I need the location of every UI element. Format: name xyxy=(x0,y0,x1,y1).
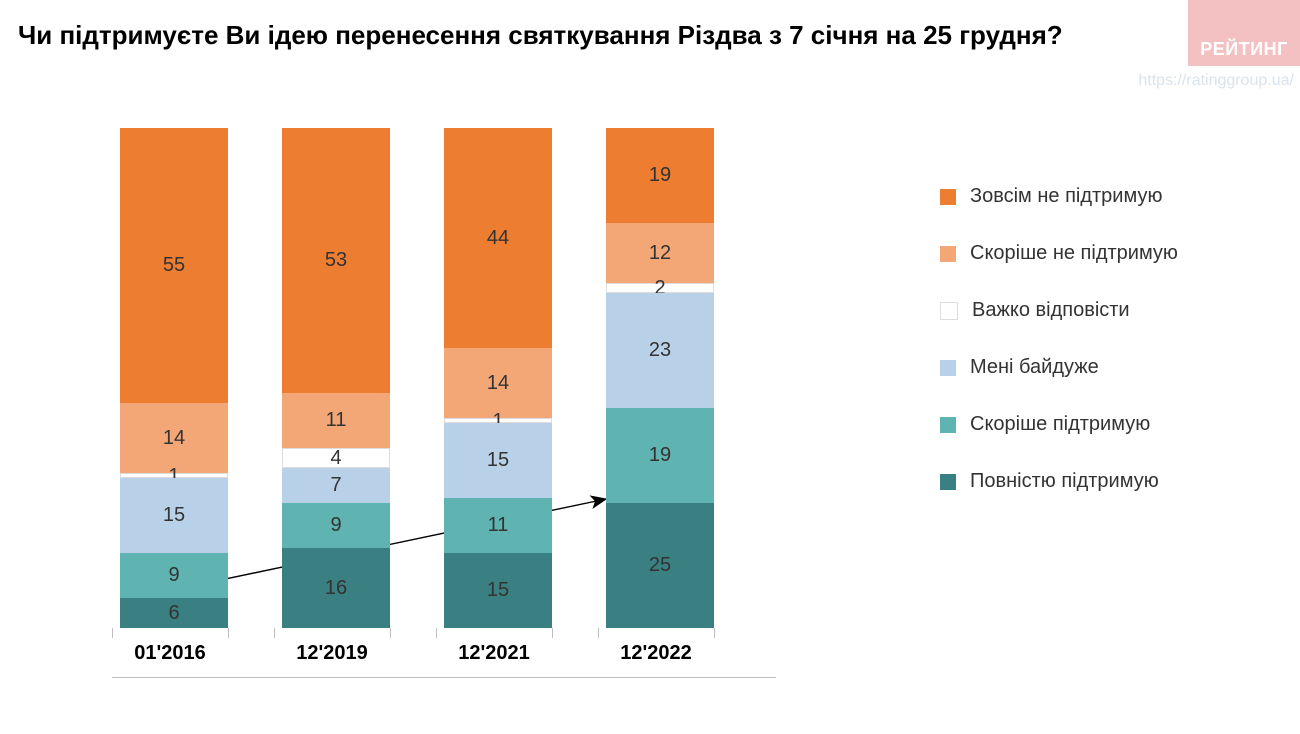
bar-column: 19 12 2 xyxy=(606,128,714,628)
legend-label: Зовсім не підтримую xyxy=(970,185,1162,208)
legend-label: Скоріше не підтримую xyxy=(970,242,1178,265)
legend-label: Важко відповісти xyxy=(972,299,1130,322)
x-axis-label: 12'2022 xyxy=(581,642,731,665)
bar-segment-hard_to_say: 4 xyxy=(282,448,390,468)
x-axis: 01'201612'201912'202112'2022 xyxy=(116,628,772,678)
legend-item: Мені байдуже xyxy=(940,356,1240,379)
legend-item: Повністю підтримую xyxy=(940,470,1240,493)
legend-swatch xyxy=(940,246,956,262)
x-axis-label: 01'2016 xyxy=(95,642,245,665)
bar-segment-fully_support: 16 xyxy=(282,548,390,628)
segment-value: 14 xyxy=(487,372,509,395)
segment-value: 11 xyxy=(488,514,509,537)
bar-segment-indifferent: 15 xyxy=(444,423,552,498)
legend-label: Скоріше підтримую xyxy=(970,413,1150,436)
legend-item: Важко відповісти xyxy=(940,299,1240,322)
bar-segment-hard_to_say: 2 xyxy=(606,283,714,293)
bar-segment-not_support: 53 xyxy=(282,128,390,393)
segment-value: 23 xyxy=(649,339,671,362)
bar-segment-rather_not_support: 14 xyxy=(444,348,552,418)
legend-swatch xyxy=(940,417,956,433)
axis-tick xyxy=(274,628,275,638)
segment-value: 19 xyxy=(649,444,671,467)
x-axis-label: 12'2019 xyxy=(257,642,407,665)
axis-tick xyxy=(390,628,391,638)
bar-segment-rather_support: 11 xyxy=(444,498,552,553)
legend: Зовсім не підтримую Скоріше не підтримую… xyxy=(940,185,1240,527)
bar-column: 55 14 1 xyxy=(120,128,228,628)
bar-segment-indifferent: 15 xyxy=(120,478,228,553)
segment-value: 9 xyxy=(330,514,341,537)
legend-item: Скоріше не підтримую xyxy=(940,242,1240,265)
bar-segment-indifferent: 7 xyxy=(282,468,390,503)
axis-tick xyxy=(112,628,113,638)
segment-value: 15 xyxy=(487,449,509,472)
legend-label: Мені байдуже xyxy=(970,356,1099,379)
segment-value: 11 xyxy=(326,409,347,432)
bar-column: 44 14 1 xyxy=(444,128,552,628)
x-axis-label: 12'2021 xyxy=(419,642,569,665)
segment-value: 12 xyxy=(649,242,671,265)
axis-tick xyxy=(436,628,437,638)
bar-segment-fully_support: 6 xyxy=(120,598,228,628)
axis-tick xyxy=(552,628,553,638)
segment-value: 14 xyxy=(163,427,185,450)
segment-value: 7 xyxy=(330,474,341,497)
bar-segment-rather_support: 9 xyxy=(282,503,390,548)
bar-segment-fully_support: 15 xyxy=(444,553,552,628)
axis-tick xyxy=(714,628,715,638)
bar-segment-fully_support: 25 xyxy=(606,503,714,628)
bar-segment-rather_support: 9 xyxy=(120,553,228,598)
legend-item: Скоріше підтримую xyxy=(940,413,1240,436)
segment-value: 6 xyxy=(168,602,179,625)
segment-value: 15 xyxy=(163,504,185,527)
source-url: https://ratinggroup.ua/ xyxy=(1138,72,1294,90)
axis-tick xyxy=(598,628,599,638)
segment-value: 55 xyxy=(163,254,185,277)
brand-label: РЕЙТИНГ xyxy=(1200,39,1288,60)
bar-segment-rather_not_support: 14 xyxy=(120,403,228,473)
legend-swatch xyxy=(940,302,958,320)
bar-segment-rather_not_support: 12 xyxy=(606,223,714,283)
bar-segment-not_support: 19 xyxy=(606,128,714,223)
segment-value: 16 xyxy=(325,577,347,600)
segment-value: 53 xyxy=(325,249,347,272)
legend-swatch xyxy=(940,189,956,205)
segment-value: 4 xyxy=(330,447,341,470)
bar-segment-not_support: 44 xyxy=(444,128,552,348)
legend-swatch xyxy=(940,360,956,376)
brand-watermark: РЕЙТИНГ xyxy=(1188,0,1300,66)
legend-item: Зовсім не підтримую xyxy=(940,185,1240,208)
stacked-bar-chart: 55 14 1 xyxy=(120,128,768,628)
segment-value: 15 xyxy=(487,579,509,602)
bar-segment-rather_not_support: 11 xyxy=(282,393,390,448)
bar-segment-not_support: 55 xyxy=(120,128,228,403)
bar-segment-rather_support: 19 xyxy=(606,408,714,503)
segment-value: 44 xyxy=(487,227,509,250)
chart-title: Чи підтримуєте Ви ідею перенесення святк… xyxy=(18,20,1063,51)
bar-column: 53 11 4 xyxy=(282,128,390,628)
segment-value: 25 xyxy=(649,554,671,577)
segment-value: 19 xyxy=(649,164,671,187)
legend-label: Повністю підтримую xyxy=(970,470,1159,493)
legend-swatch xyxy=(940,474,956,490)
bar-segment-indifferent: 23 xyxy=(606,293,714,408)
segment-value: 9 xyxy=(168,564,179,587)
axis-tick xyxy=(228,628,229,638)
axis-line xyxy=(112,677,776,678)
